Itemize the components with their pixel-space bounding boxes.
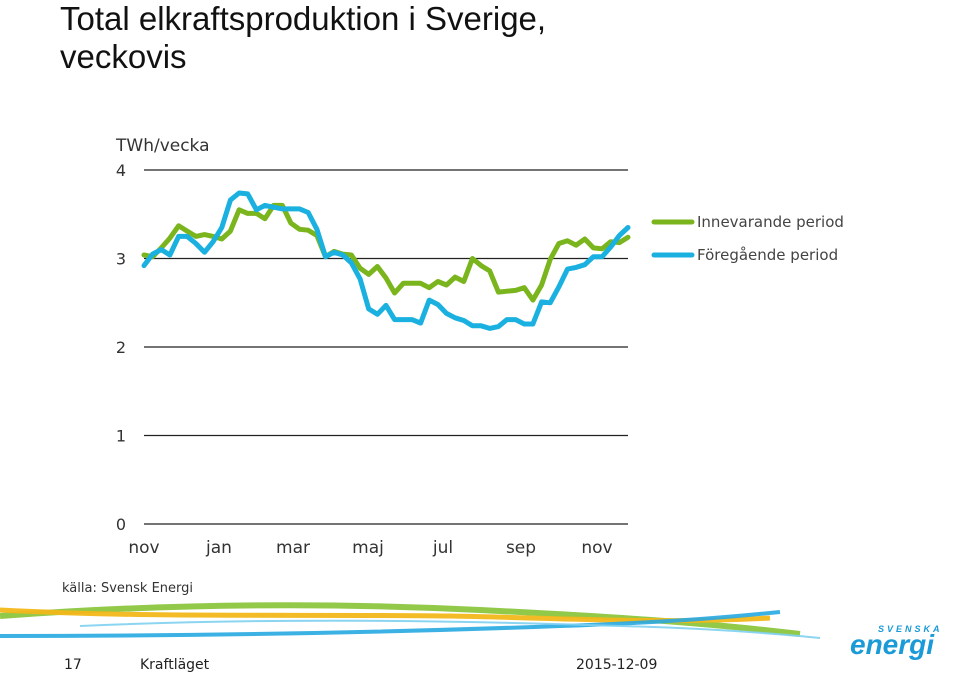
logo-bottom-text: energi — [850, 629, 935, 660]
stripe-cyan — [0, 610, 781, 638]
page-title: Total elkraftsproduktion i Sverige, veck… — [60, 0, 546, 76]
y-tick-label-2: 2 — [116, 338, 126, 357]
page-number: 17 — [64, 657, 82, 673]
footer-date: 2015-12-09 — [576, 657, 658, 673]
legend-label-1: Föregående period — [697, 246, 838, 264]
x-tick-label-jan-1: jan — [205, 538, 232, 558]
stripe-green — [0, 602, 801, 637]
x-tick-label-nov-0: nov — [128, 538, 159, 558]
y-tick-label-0: 0 — [116, 515, 126, 534]
footer-label: Kraftläget — [140, 657, 210, 673]
x-tick-label-nov-6: nov — [581, 538, 612, 558]
stripe-cyan-thin — [79, 619, 821, 639]
x-tick-label-sep-5: sep — [506, 538, 536, 558]
decorative-stripes — [0, 602, 821, 639]
series-line-innevarande — [141, 202, 631, 303]
source-note: källa: Svensk Energi — [62, 581, 194, 596]
legend-label-0: Innevarande period — [697, 213, 844, 231]
y-tick-label-1: 1 — [116, 427, 126, 446]
x-tick-label-maj-3: maj — [352, 538, 384, 558]
svensk-energi-logo: SVENSKA energi — [850, 624, 943, 660]
y-tick-label-3: 3 — [116, 250, 126, 269]
logo-top-text: SVENSKA — [878, 624, 943, 634]
y-axis-unit-label: TWh/vecka — [116, 136, 210, 156]
title-line-1: Total elkraftsproduktion i Sverige, — [60, 0, 547, 37]
x-tick-label-jul-4: jul — [432, 538, 453, 558]
y-tick-label-4: 4 — [116, 161, 126, 180]
x-tick-label-mar-2: mar — [276, 538, 310, 558]
series-line-foregaende — [141, 190, 631, 331]
title-line-2: veckovis — [60, 38, 187, 75]
stripe-yellow — [0, 607, 771, 624]
